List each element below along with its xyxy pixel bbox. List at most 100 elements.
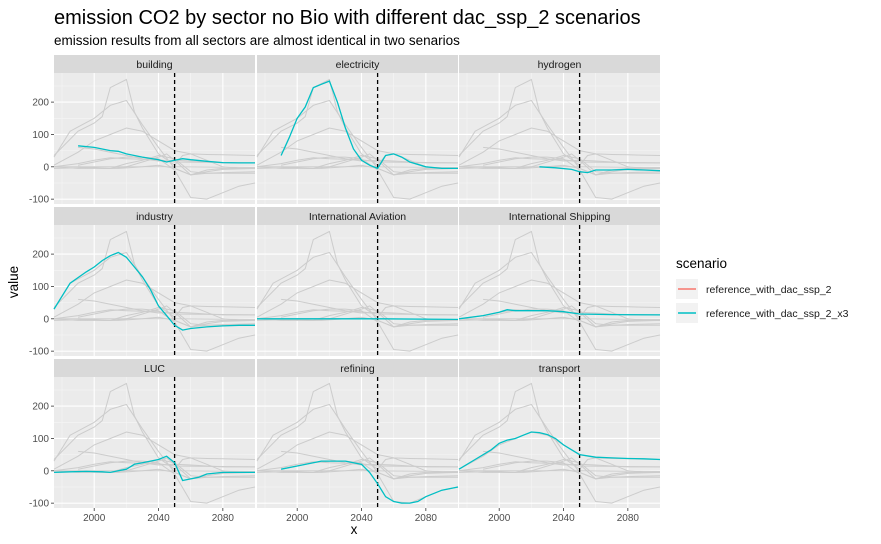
background-series-line bbox=[458, 78, 660, 169]
panel-building: building -100 0 100 200 bbox=[29, 55, 256, 206]
background-series-line bbox=[78, 156, 256, 200]
facet-label: industry bbox=[136, 211, 174, 223]
background-series-line bbox=[483, 308, 661, 352]
facet-label: International Shipping bbox=[509, 211, 611, 223]
facet-panels: building -100 0 100 200 electricity hydrogen in… bbox=[29, 55, 661, 524]
panel-hydrogen: hydrogen bbox=[458, 55, 661, 204]
panel-refining: refining 2000 2040 2080 bbox=[256, 359, 459, 524]
y-tick-label: 0 bbox=[43, 162, 49, 173]
series-line-reference-with-dac-ssp-2-x3 bbox=[280, 80, 458, 170]
background-series-line bbox=[458, 305, 660, 328]
facet-strip bbox=[257, 207, 458, 225]
facet-strip bbox=[54, 359, 255, 377]
background-series-line bbox=[458, 127, 661, 166]
background-series-line bbox=[53, 431, 256, 470]
y-tick-label: 0 bbox=[43, 466, 49, 477]
series-line-reference-with-dac-ssp-2-x3 bbox=[458, 431, 661, 470]
background-series-line bbox=[458, 230, 660, 321]
series-line-reference-with-dac-ssp-2-x3 bbox=[53, 251, 255, 331]
background-series-line bbox=[256, 382, 458, 473]
background-series-line bbox=[483, 146, 660, 164]
x-tick-label: 2000 bbox=[488, 513, 511, 524]
y-tick-label: 0 bbox=[43, 314, 49, 325]
background-series-line bbox=[53, 382, 255, 473]
series-line-reference-with-dac-ssp-2-x3 bbox=[78, 145, 255, 164]
background-series-line bbox=[256, 127, 459, 166]
background-series-line bbox=[256, 431, 459, 470]
background-series-line bbox=[53, 305, 255, 328]
legend: scenario reference_with_dac_ssp_2referen… bbox=[676, 256, 849, 323]
y-tick-label: 200 bbox=[32, 402, 49, 413]
x-axis-title: x bbox=[351, 522, 358, 537]
legend-label: reference_with_dac_ssp_2_x3 bbox=[706, 308, 849, 320]
y-tick-label: -100 bbox=[29, 347, 49, 358]
background-series-line bbox=[281, 156, 459, 200]
background-series-line bbox=[54, 318, 256, 320]
y-tick-label: 100 bbox=[32, 130, 49, 141]
panel-transport: transport 2000 2040 2080 bbox=[458, 359, 661, 524]
facet-strip bbox=[459, 359, 660, 377]
background-series-line bbox=[78, 298, 255, 316]
background-series-line bbox=[483, 450, 660, 468]
series-line-reference-with-dac-ssp-2-x3 bbox=[280, 460, 459, 504]
x-tick-label: 2000 bbox=[286, 513, 309, 524]
x-tick-label: 2040 bbox=[350, 513, 373, 524]
facet-strip bbox=[459, 207, 660, 225]
background-series-line bbox=[256, 305, 458, 328]
background-series-line bbox=[54, 470, 256, 472]
x-tick-label: 2080 bbox=[212, 513, 235, 524]
facet-label: LUC bbox=[144, 363, 165, 375]
chart-subtitle: emission results from all sectors are al… bbox=[54, 33, 460, 48]
facet-label: building bbox=[136, 59, 172, 71]
facet-label: transport bbox=[539, 363, 581, 375]
y-axis-title: value bbox=[6, 266, 21, 298]
y-tick-label: 200 bbox=[32, 250, 49, 261]
background-series-line bbox=[256, 457, 458, 480]
background-series-line bbox=[281, 308, 459, 352]
background-series-line bbox=[53, 230, 255, 321]
background-series-line bbox=[256, 230, 458, 321]
background-series-line bbox=[483, 156, 661, 200]
background-series-line bbox=[281, 298, 458, 316]
x-tick-label: 2080 bbox=[617, 513, 640, 524]
facet-strip bbox=[257, 55, 458, 73]
series-line-reference-with-dac-ssp-2-x3 bbox=[257, 318, 459, 321]
panel-electricity: electricity bbox=[256, 55, 459, 204]
background-series-line bbox=[459, 470, 661, 472]
background-series-line bbox=[458, 457, 660, 480]
panel-international-shipping: International Shipping bbox=[458, 207, 661, 356]
background-series-line bbox=[53, 78, 255, 169]
legend-title: scenario bbox=[676, 256, 727, 271]
y-tick-label: 100 bbox=[32, 434, 49, 445]
panel-international-aviation: International Aviation bbox=[256, 207, 459, 356]
chart-title: emission CO2 by sector no Bio with diffe… bbox=[54, 7, 641, 29]
y-tick-label: 100 bbox=[32, 282, 49, 293]
y-tick-label: -100 bbox=[29, 195, 49, 206]
background-series-line bbox=[256, 279, 459, 318]
facet-label: refining bbox=[340, 363, 375, 375]
background-series-line bbox=[78, 460, 256, 504]
facet-label: hydrogen bbox=[538, 59, 582, 71]
background-series-line bbox=[256, 153, 458, 176]
background-series-line bbox=[256, 78, 458, 169]
panel-industry: industry -100 0 100 200 bbox=[29, 207, 256, 358]
legend-entry-reference-with-dac-ssp-2: reference_with_dac_ssp_2 bbox=[676, 279, 832, 299]
series-line-reference-with-dac-ssp-2-x3 bbox=[539, 166, 661, 174]
background-series-line bbox=[53, 153, 255, 176]
series-line-reference-with-dac-ssp-2-x3 bbox=[53, 455, 255, 482]
facet-label: electricity bbox=[336, 59, 381, 71]
background-series-line bbox=[53, 279, 256, 318]
x-tick-label: 2080 bbox=[415, 513, 438, 524]
background-series-line bbox=[483, 460, 661, 504]
facet-strip bbox=[257, 359, 458, 377]
background-series-line bbox=[54, 166, 256, 168]
background-series-line bbox=[257, 470, 459, 472]
x-tick-label: 2000 bbox=[83, 513, 106, 524]
background-series-line bbox=[78, 450, 255, 468]
facet-strip bbox=[459, 55, 660, 73]
y-tick-label: -100 bbox=[29, 499, 49, 510]
x-tick-label: 2040 bbox=[147, 513, 170, 524]
background-series-line bbox=[257, 166, 459, 168]
x-tick-label: 2040 bbox=[552, 513, 575, 524]
